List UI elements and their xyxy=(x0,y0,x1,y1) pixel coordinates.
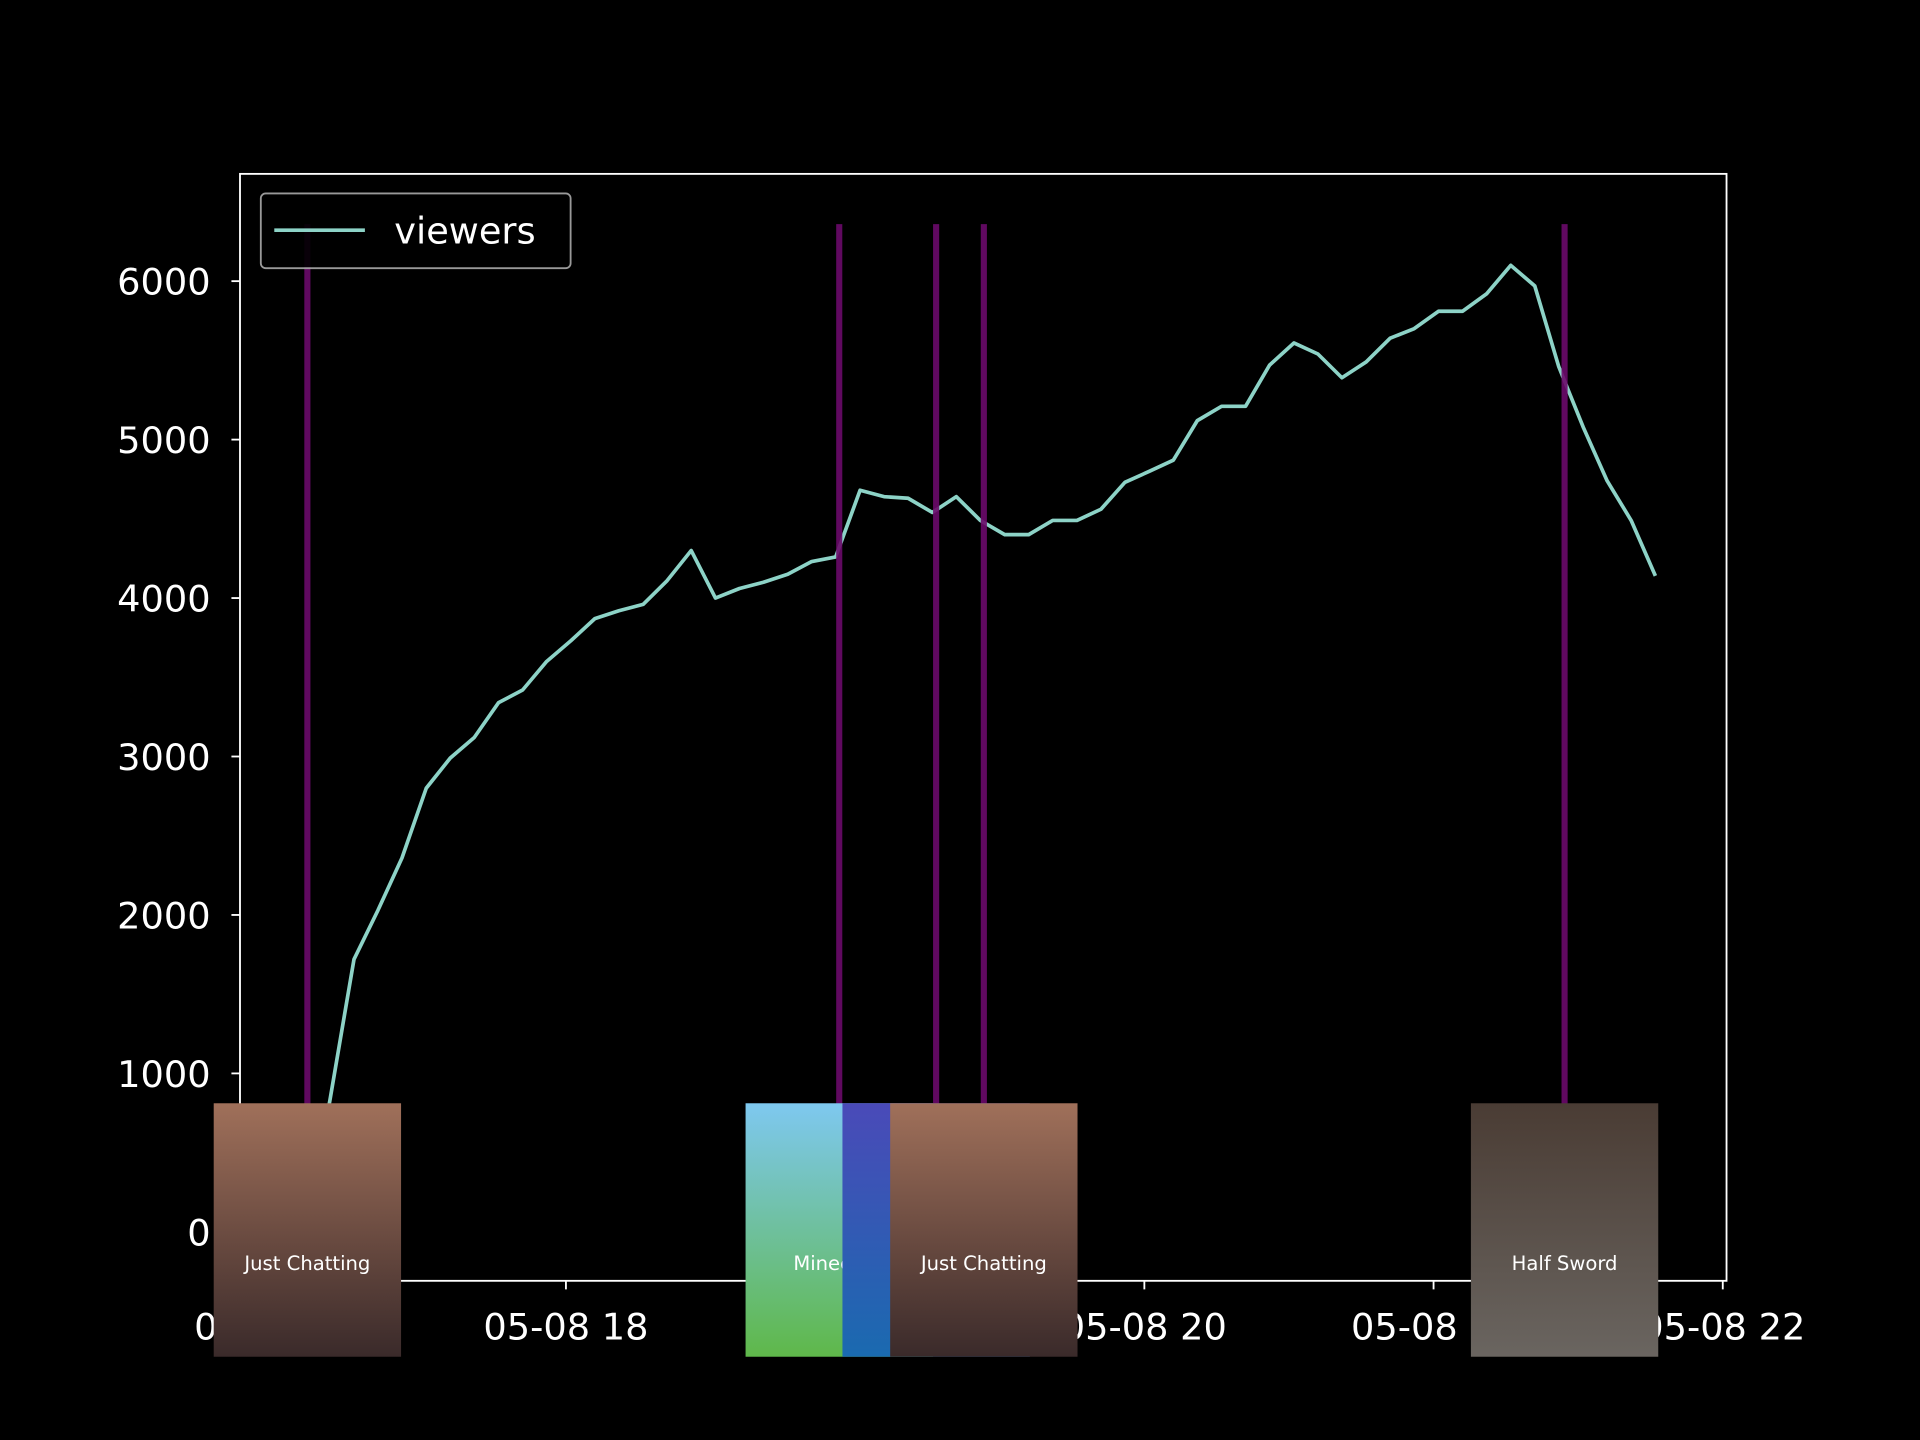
legend-label: viewers xyxy=(394,210,535,253)
y-tick-label: 2000 xyxy=(117,894,210,937)
x-tick-label: 05-08 18 xyxy=(483,1306,648,1349)
game-thumbnail xyxy=(890,1103,1078,1357)
game-thumbnail xyxy=(213,1103,402,1357)
data-line xyxy=(303,263,1658,1223)
x-tick-label: 05-08 22 xyxy=(1640,1306,1805,1349)
y-tick-label: 0 xyxy=(187,1211,210,1254)
x-tick-label: 05-08 20 xyxy=(1062,1306,1227,1349)
game-label: Just Chatting xyxy=(919,1252,1047,1275)
y-tick-label: 6000 xyxy=(117,261,210,304)
y-tick-label: 1000 xyxy=(117,1053,210,1096)
y-tick-label: 4000 xyxy=(117,578,210,621)
y-tick-label: 3000 xyxy=(117,736,210,779)
game-label: Half Sword xyxy=(1512,1252,1618,1275)
game-thumbnail xyxy=(1470,1103,1659,1357)
y-tick-label: 5000 xyxy=(117,419,210,462)
game-label: Just Chatting xyxy=(242,1252,370,1275)
legend-box xyxy=(259,192,572,270)
